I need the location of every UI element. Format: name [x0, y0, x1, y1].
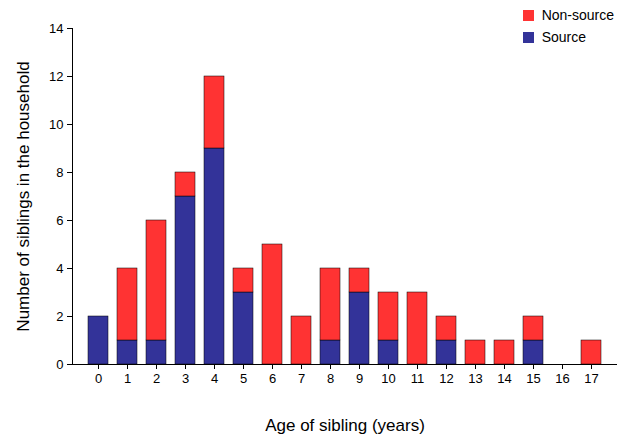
svg-text:0: 0	[56, 357, 63, 372]
svg-text:8: 8	[327, 371, 334, 386]
svg-text:14: 14	[49, 21, 63, 36]
svg-text:15: 15	[526, 371, 540, 386]
svg-text:3: 3	[182, 371, 189, 386]
svg-text:Age of sibling (years): Age of sibling (years)	[265, 416, 425, 435]
html-text:Non-source: Non-source	[541, 7, 614, 23]
svg-text:12: 12	[439, 371, 453, 386]
svg-text:1: 1	[124, 371, 131, 386]
svg-text:13: 13	[468, 371, 482, 386]
svg-text:7: 7	[298, 371, 305, 386]
svg-text:8: 8	[56, 165, 63, 180]
svg-text:2: 2	[56, 309, 63, 324]
svg-text:4: 4	[56, 261, 63, 276]
svg-text:10: 10	[49, 117, 63, 132]
svg-text:6: 6	[269, 371, 276, 386]
svg-text:17: 17	[584, 371, 598, 386]
svg-text:10: 10	[381, 371, 395, 386]
svg-text:6: 6	[56, 213, 63, 228]
svg-text:9: 9	[356, 371, 363, 386]
html-text:Source: Source	[541, 29, 586, 45]
svg-text:12: 12	[49, 69, 63, 84]
svg-text:11: 11	[411, 371, 425, 386]
svg-text:5: 5	[240, 371, 247, 386]
svg-text:2: 2	[153, 371, 160, 386]
svg-text:16: 16	[555, 371, 569, 386]
svg-text:14: 14	[497, 371, 511, 386]
svg-text:Number of siblings in the hous: Number of siblings in the household	[14, 61, 33, 331]
svg-text:0: 0	[95, 371, 102, 386]
svg-text:4: 4	[211, 371, 218, 386]
